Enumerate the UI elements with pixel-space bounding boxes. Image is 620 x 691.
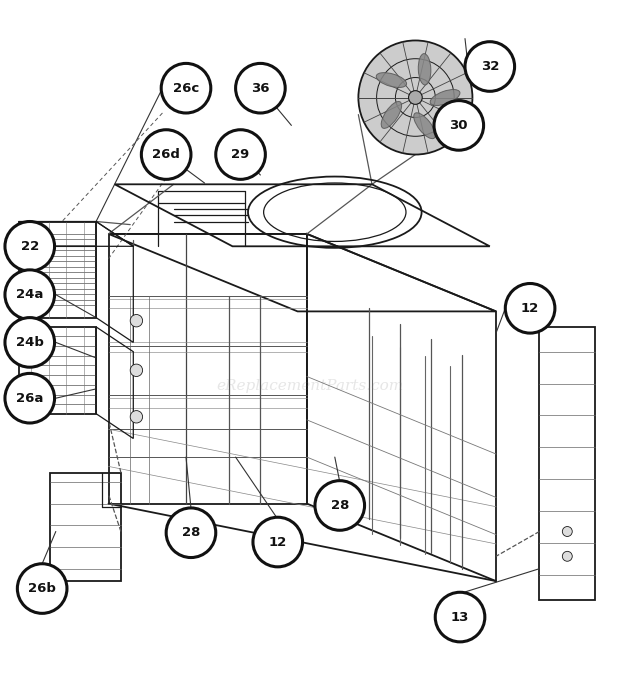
Text: eReplacementParts.com: eReplacementParts.com [216,379,404,392]
Circle shape [253,518,303,567]
Text: 29: 29 [231,148,250,161]
Text: 26d: 26d [153,148,180,161]
Circle shape [141,130,191,180]
Text: 32: 32 [480,60,499,73]
Circle shape [505,283,555,333]
Circle shape [5,270,55,319]
Circle shape [5,318,55,367]
Circle shape [236,64,285,113]
Text: 24a: 24a [16,288,43,301]
Text: 30: 30 [450,119,468,132]
Circle shape [315,481,365,530]
Circle shape [216,130,265,180]
Circle shape [435,592,485,642]
Text: 22: 22 [20,240,39,253]
Circle shape [409,91,422,104]
Text: 12: 12 [268,536,287,549]
Text: 36: 36 [251,82,270,95]
Circle shape [166,508,216,558]
Text: 13: 13 [451,611,469,623]
Circle shape [562,551,572,561]
Text: 28: 28 [182,527,200,539]
Circle shape [130,314,143,327]
Text: 28: 28 [330,499,349,512]
Circle shape [130,364,143,377]
Text: 24b: 24b [16,336,43,349]
Text: 26b: 26b [29,582,56,595]
Circle shape [5,222,55,271]
Ellipse shape [414,113,435,139]
Circle shape [465,41,515,91]
Text: 26c: 26c [173,82,199,95]
Circle shape [5,373,55,423]
Circle shape [434,101,484,150]
Ellipse shape [381,102,402,129]
Ellipse shape [418,54,431,85]
Text: 26a: 26a [16,392,43,405]
Text: 12: 12 [521,302,539,315]
Circle shape [17,564,67,614]
Ellipse shape [376,73,407,88]
Circle shape [161,64,211,113]
Circle shape [562,527,572,536]
Circle shape [358,41,472,155]
Circle shape [130,410,143,423]
Ellipse shape [430,90,460,106]
